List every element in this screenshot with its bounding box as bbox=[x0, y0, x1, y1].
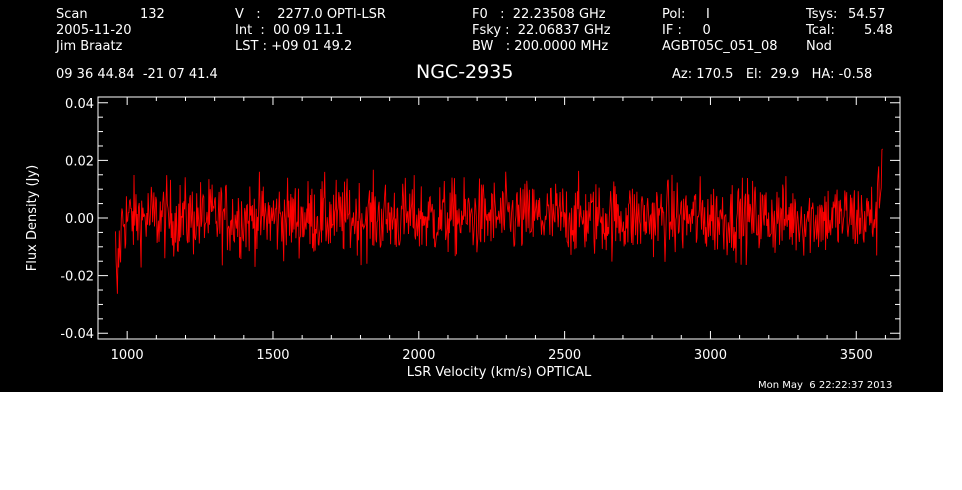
observer-name: Jim Braatz bbox=[56, 39, 123, 54]
pointing-line: Az: 170.5 El: 29.9 HA: -0.58 bbox=[672, 67, 873, 82]
spectrum-line bbox=[115, 148, 883, 294]
x-tick-label: 2500 bbox=[548, 348, 581, 363]
x-tick-label: 1500 bbox=[256, 348, 289, 363]
y-axis: -0.04 -0.02 0.00 0.02 0.04 bbox=[60, 97, 900, 342]
x-tick-label: 1000 bbox=[111, 348, 144, 363]
x-tick-label: 3500 bbox=[840, 348, 873, 363]
observing-mode: Nod bbox=[806, 39, 832, 54]
source-name: NGC-2935 bbox=[416, 61, 514, 83]
x-tick-label: 2000 bbox=[402, 348, 435, 363]
y-tick-label: -0.04 bbox=[60, 327, 94, 342]
y-tick-label: 0.04 bbox=[65, 97, 94, 112]
x-axis: 1000 1500 2000 2500 3000 3500 bbox=[111, 97, 886, 363]
spectrum-series bbox=[115, 148, 883, 294]
tsys-label: Tsys: bbox=[806, 7, 838, 22]
tsys-value: 54.57 bbox=[848, 7, 886, 22]
polarization-line: Pol: I bbox=[662, 7, 710, 22]
y-tick-label: 0.00 bbox=[65, 212, 94, 227]
observation-date: 2005-11-20 bbox=[56, 23, 132, 38]
lst-line: LST : +09 01 49.2 bbox=[235, 39, 353, 54]
bandwidth-line: BW : 200.0000 MHz bbox=[472, 39, 609, 54]
if-line: IF : 0 bbox=[662, 23, 711, 38]
y-axis-label: Flux Density (Jy) bbox=[25, 165, 40, 271]
plot-timestamp: Mon May 6 22:22:37 2013 bbox=[758, 380, 893, 391]
tcal-value: 5.48 bbox=[864, 23, 893, 38]
scan-number: 132 bbox=[140, 7, 165, 22]
plot-window: Scan 132 2005-11-20 Jim Braatz V : 2277.… bbox=[0, 0, 943, 392]
tcal-label: Tcal: bbox=[806, 23, 835, 38]
y-tick-label: 0.02 bbox=[65, 154, 94, 169]
project-id: AGBT05C_051_08 bbox=[662, 39, 778, 54]
velocity-line: V : 2277.0 OPTI-LSR bbox=[235, 7, 386, 22]
x-tick-label: 3000 bbox=[694, 348, 727, 363]
y-tick-label: -0.02 bbox=[60, 270, 94, 285]
rest-frequency-line: F0 : 22.23508 GHz bbox=[472, 7, 606, 22]
sky-frequency-line: Fsky : 22.06837 GHz bbox=[472, 23, 611, 38]
x-axis-label: LSR Velocity (km/s) OPTICAL bbox=[407, 365, 592, 380]
ra-dec-coordinates: 09 36 44.84 -21 07 41.4 bbox=[56, 67, 218, 82]
spectrum-chart: 1000 1500 2000 2500 3000 3500 -0.04 -0.02 0.00 0… bbox=[25, 96, 901, 380]
scan-label: Scan bbox=[56, 7, 88, 22]
integration-line: Int : 00 09 11.1 bbox=[235, 23, 344, 38]
